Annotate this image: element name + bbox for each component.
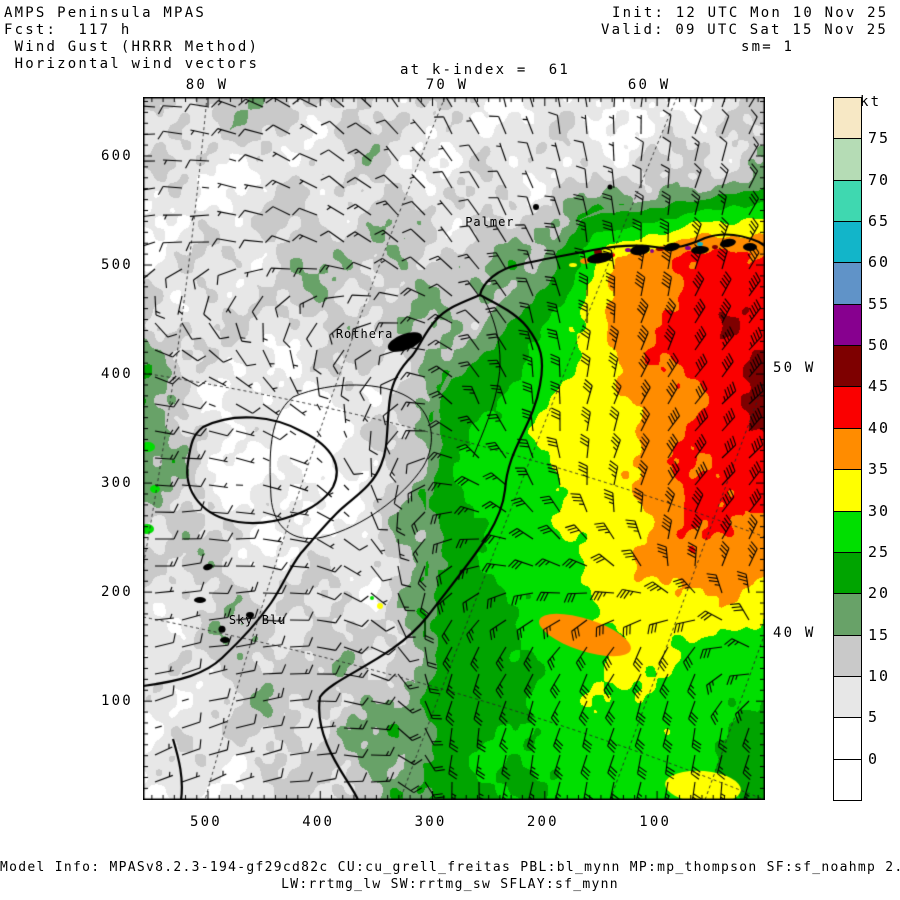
model-info-line1: Model Info: MPASv8.2.3-194-gf29cd82c CU:… [0,860,900,875]
x-axis-label: 400 [302,814,335,830]
colorbar-tick-label: 40 [868,418,891,437]
colorbar-tick-label: 25 [868,542,891,561]
x-axis-label: 200 [526,814,559,830]
colorbar-cell [833,262,862,305]
y-axis-label: 600 [101,147,133,164]
station-label: Sky Blu [228,612,287,627]
vector-title: Horizontal wind vectors [4,56,260,72]
station-label: Rothera [335,327,394,342]
colorbar-tick-label: 75 [868,129,891,148]
colorbar-tick-label: 5 [868,708,880,727]
x-axis-label: 100 [639,814,672,830]
colorbar-cell [833,427,862,471]
colorbar-cell [833,221,862,264]
app-title: AMPS Peninsula MPAS [4,5,206,21]
y-axis-label: 200 [101,583,133,600]
init-time: Init: 12 UTC Mon 10 Nov 25 [612,5,889,21]
colorbar-cell [833,758,862,801]
colorbar-cell [833,634,862,677]
longitude-label: 70 W [425,77,469,93]
colorbar-tick-label: 60 [868,253,891,272]
colorbar-tick-label: 50 [868,336,891,355]
colorbar-cell [833,303,862,347]
model-info-line2: LW:rrtmg_lw SW:rrtmg_sw SFLAY:sf_mynn [281,877,619,892]
colorbar-cell [833,179,862,223]
colorbar-tick-label: 30 [868,501,891,520]
y-axis-label: 400 [101,365,133,382]
colorbar-tick-label: 10 [868,666,891,685]
y-axis-label: 500 [101,257,133,274]
colorbar-cell [833,593,862,636]
longitude-label: 50 W [773,360,816,377]
y-axis-label: 300 [101,474,133,491]
colorbar-tick-label: 35 [868,460,891,479]
colorbar-tick-label: 55 [868,294,891,313]
field-title: Wind Gust (HRRR Method) [4,39,260,55]
colorbar-cell [833,510,862,553]
colorbar-cell [833,345,862,388]
colorbar-tick-label: 70 [868,170,891,189]
colorbar-cell [833,138,862,181]
colorbar-tick-label: 65 [868,212,891,231]
longitude-label: 80 W [185,77,229,93]
colorbar-cell [833,469,862,512]
colorbar-tick-label: 0 [868,749,880,768]
y-axis-label: 100 [101,692,133,709]
station-label: Palmer [465,214,515,229]
colorbar-tick-label: 45 [868,377,891,396]
x-axis-label: 300 [414,814,447,830]
longitude-label: 40 W [773,625,816,642]
colorbar-cell [833,97,862,140]
colorbar-tick-label: 15 [868,625,891,644]
k-index-label: at k-index = 61 [400,62,571,78]
colorbar-unit-label: kt [860,94,882,110]
x-axis-label: 500 [189,814,222,830]
smoothing-label: sm= 1 [741,39,795,55]
map-canvas [143,97,765,800]
colorbar-tick-label: 20 [868,584,891,603]
longitude-label: 60 W [627,77,671,93]
colorbar-cell [833,717,862,760]
colorbar-cell [833,675,862,719]
forecast-hour: Fcst: 117 h [4,22,132,38]
valid-time: Valid: 09 UTC Sat 15 Nov 25 [601,22,888,38]
colorbar-cell [833,551,862,595]
colorbar-cell [833,386,862,429]
